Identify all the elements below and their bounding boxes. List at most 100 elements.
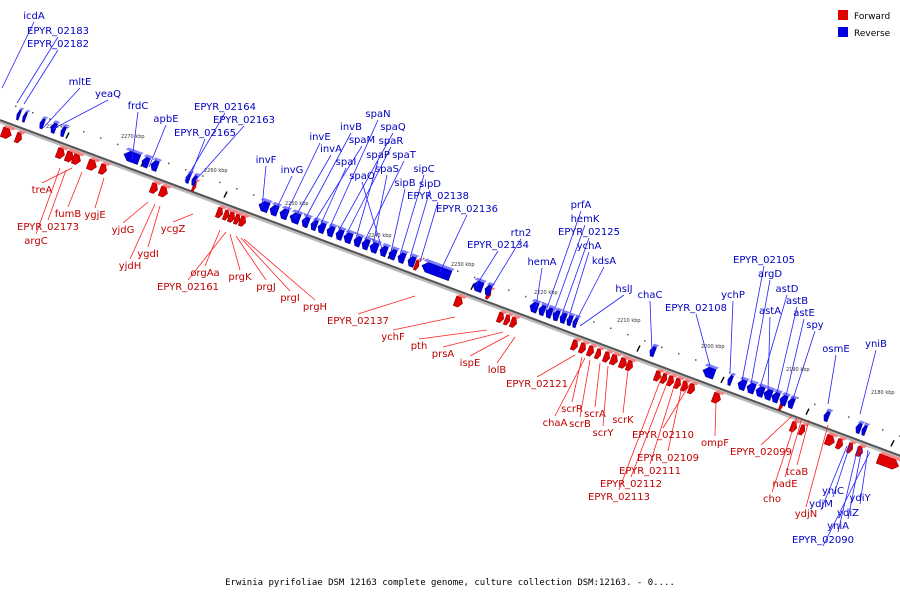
leader-line <box>35 167 61 235</box>
gene-label-sipd: sipD <box>419 179 441 190</box>
gene-label-hslj: hslJ <box>615 284 632 295</box>
marker-dot <box>100 137 102 139</box>
forward-gene <box>148 180 163 194</box>
leader-line <box>147 205 161 248</box>
leader-line <box>67 171 83 208</box>
gene-label-icda: icdA <box>23 11 45 22</box>
reverse-gene <box>39 116 49 130</box>
gene-label-lolb: lolB <box>488 365 507 376</box>
reverse-gene <box>301 213 314 229</box>
tick-mark <box>65 132 70 139</box>
leader-line <box>442 331 504 348</box>
leader-line <box>667 381 684 452</box>
leader-line <box>419 201 439 263</box>
tick-mark <box>223 191 228 198</box>
leader-line <box>649 300 653 353</box>
leader-line <box>52 99 109 130</box>
gene-label-epyr-02110: EPYR_02110 <box>632 430 694 441</box>
reverse-gene <box>388 246 401 261</box>
gene-label-epyr-02182: EPYR_02182 <box>27 39 89 50</box>
gene-label-sipc: sipC <box>413 164 434 175</box>
forward-gene <box>214 205 228 219</box>
gene-label-prfa: prfA <box>571 200 592 211</box>
marker-dot <box>848 416 850 418</box>
leader-line <box>328 119 379 230</box>
reverse-gene <box>22 109 31 123</box>
marker-dot <box>695 359 697 361</box>
gene-label-asta: astA <box>759 306 781 317</box>
forward-gene <box>85 157 102 171</box>
gene-label-osme: osmE <box>822 344 849 355</box>
gene-label-astd: astD <box>776 284 799 295</box>
leader-line <box>243 238 316 301</box>
reverse-gene <box>787 395 799 410</box>
leader-line <box>776 306 798 394</box>
marker-dot <box>593 321 595 323</box>
reverse-gene <box>141 154 154 169</box>
gene-label-epyr-02137: EPYR_02137 <box>327 316 389 327</box>
leader-line <box>489 238 522 291</box>
gene-label-yjdg: yjdG <box>112 225 135 236</box>
tick-mark <box>805 408 810 415</box>
gene-label-epyr-02099: EPYR_02099 <box>730 447 792 458</box>
leader-line <box>94 177 105 209</box>
tick-mark <box>636 345 641 352</box>
gene-label-ygdi: ygdI <box>137 249 159 260</box>
leader-line <box>235 235 267 281</box>
marker-dot <box>338 226 340 228</box>
leader-line <box>47 169 67 221</box>
leader-line <box>750 279 771 385</box>
genome-backbone <box>0 119 900 460</box>
forward-gene <box>226 209 240 223</box>
leader-line <box>16 36 59 104</box>
gene-label-epyr-02165: EPYR_02165 <box>174 128 236 139</box>
gene-label-nade: nadE <box>772 479 797 490</box>
tick-label: 2210 kbp <box>617 318 641 324</box>
reverse-gene <box>538 302 550 317</box>
leader-line <box>536 354 576 378</box>
leader-line <box>574 266 605 324</box>
gene-label-epyr-02136: EPYR_02136 <box>436 204 498 215</box>
leader-line <box>172 213 194 223</box>
leader-line <box>303 132 352 222</box>
leader-line <box>439 214 468 273</box>
gene-label-ygje: ygjE <box>84 210 105 221</box>
gene-label-ispe: ispE <box>460 358 481 369</box>
marker-dot <box>474 276 476 279</box>
gene-label-trea: treA <box>32 185 53 196</box>
forward-gene <box>679 378 693 392</box>
forward-gene <box>601 349 615 363</box>
leader-line <box>399 174 425 256</box>
gene-label-epyr-02164: EPYR_02164 <box>194 102 256 113</box>
gene-label-epyr-02125: EPYR_02125 <box>558 227 620 238</box>
marker-dot <box>661 346 663 349</box>
reverse-gene <box>649 343 660 358</box>
leader-line <box>796 419 810 466</box>
reverse-gene <box>545 304 557 319</box>
leader-line <box>554 357 586 417</box>
reverse-gene <box>823 408 834 423</box>
gene-label-argd: argD <box>758 269 782 280</box>
leader-line <box>792 330 816 400</box>
gene-label-ydiy: ydiY <box>849 493 871 504</box>
gene-label-tcab: tcaB <box>786 467 809 478</box>
leader-line <box>319 167 347 227</box>
leader-line <box>229 233 241 271</box>
gene-label-epyr-02105: EPYR_02105 <box>733 255 795 266</box>
reverse-gene <box>421 258 455 281</box>
gene-label-chac: chaC <box>638 290 663 301</box>
leader-line <box>345 146 392 236</box>
marker-dot <box>797 397 799 399</box>
marker-dot <box>185 169 187 171</box>
gene-label-ychp: ychP <box>721 290 745 301</box>
gene-label-ycgz: ycgZ <box>161 224 186 235</box>
forward-gene <box>577 340 591 354</box>
gene-label-frdc: frdC <box>128 101 149 112</box>
gene-label-spap: spaP <box>366 150 390 161</box>
gene-label-epyr-02090: EPYR_02090 <box>792 535 854 546</box>
forward-gene <box>710 390 726 404</box>
forward-gene <box>157 183 173 198</box>
backbone-line <box>0 119 900 457</box>
caption: Erwinia pyrifoliae DSM 12163 complete ge… <box>225 578 675 588</box>
reverse-gene <box>861 422 871 436</box>
